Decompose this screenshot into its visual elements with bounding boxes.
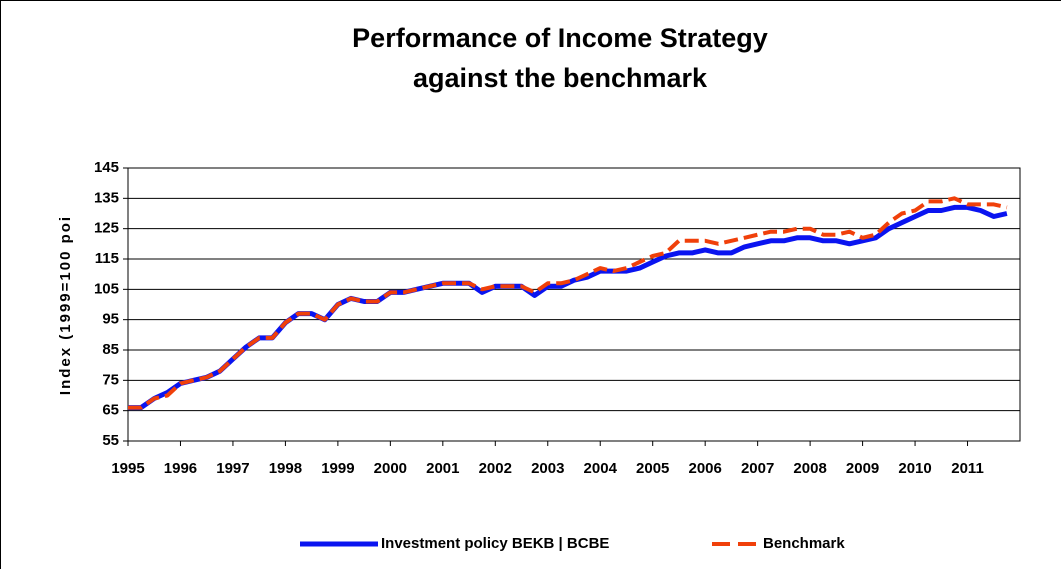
y-tick-label: 115: [95, 250, 119, 267]
y-tick-label: 75: [102, 371, 119, 388]
y-tick-label: 65: [102, 402, 119, 419]
y-tick-label: 135: [94, 189, 119, 206]
y-tick-label: 55: [102, 432, 119, 449]
plot-area: [128, 168, 1020, 441]
x-tick-label: 2005: [636, 460, 669, 477]
x-tick-label: 2011: [951, 460, 984, 477]
x-tick-label: 1995: [111, 460, 144, 477]
legend-label: Benchmark: [763, 535, 845, 552]
chart-title: against the benchmark: [413, 63, 708, 93]
x-tick-label: 1998: [269, 460, 302, 477]
legend-label: Investment policy BEKB | BCBE: [381, 535, 609, 552]
y-tick-label: 125: [94, 220, 119, 237]
y-tick-label: 95: [102, 311, 119, 328]
y-tick-label: 145: [94, 159, 119, 176]
x-tick-label: 2006: [688, 460, 721, 477]
chart-title: Performance of Income Strategy: [352, 23, 768, 53]
x-tick-label: 2003: [531, 460, 564, 477]
x-tick-label: 1997: [216, 460, 249, 477]
x-tick-label: 2001: [426, 460, 459, 477]
y-tick-label: 105: [94, 280, 119, 297]
x-tick-label: 2008: [793, 460, 826, 477]
x-tick-label: 2002: [479, 460, 512, 477]
x-tick-label: 2007: [741, 460, 774, 477]
x-tick-label: 2009: [846, 460, 879, 477]
y-tick-label: 85: [102, 341, 119, 358]
y-axis-label: Index (1999=100 poi: [57, 215, 74, 395]
x-tick-label: 2004: [584, 460, 618, 477]
x-tick-label: 2000: [374, 460, 407, 477]
x-tick-label: 2010: [898, 460, 931, 477]
x-tick-label: 1996: [164, 460, 197, 477]
x-tick-label: 1999: [321, 460, 354, 477]
